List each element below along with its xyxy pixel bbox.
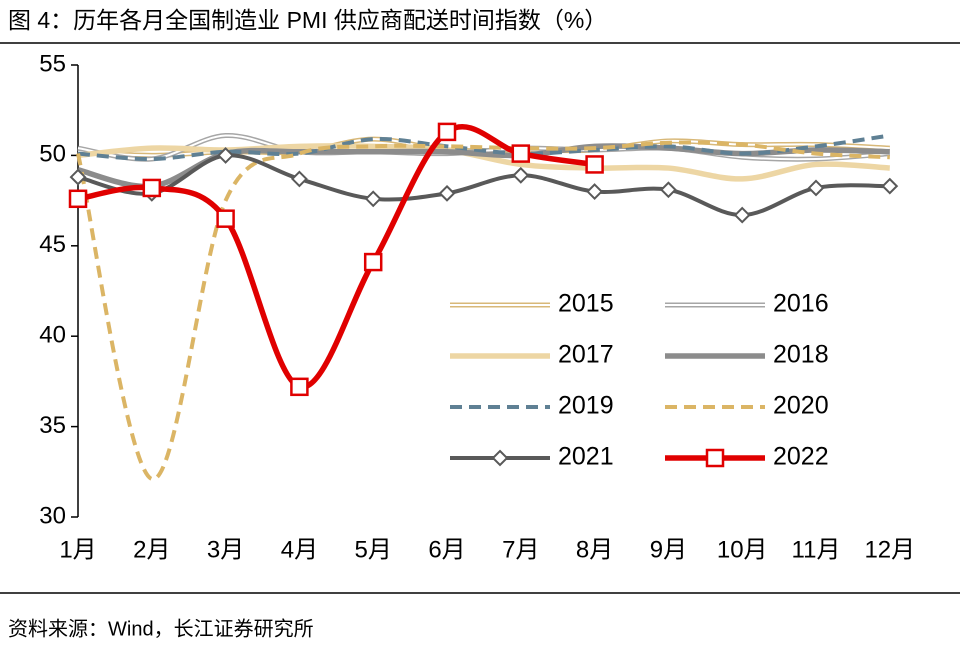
point-marker (585, 155, 604, 174)
point-marker (68, 189, 88, 209)
y-tick-label: 40 (39, 322, 66, 349)
point-marker (437, 122, 457, 142)
legend-label: 2019 (558, 392, 614, 420)
series-line (76, 140, 890, 482)
point-marker (586, 183, 604, 200)
x-tick-label: 1月 (59, 536, 96, 563)
y-tick-label: 50 (39, 141, 66, 168)
legend-label: 2018 (773, 341, 829, 369)
x-tick-label: 8月 (576, 536, 613, 563)
legend-label: 2015 (558, 290, 614, 318)
y-tick-label: 45 (39, 231, 66, 258)
y-tick-label: 55 (39, 50, 66, 77)
point-marker (364, 190, 382, 208)
point-marker (807, 179, 825, 197)
series-line (77, 143, 890, 182)
legend-label: 2022 (773, 443, 829, 471)
point-marker (69, 168, 87, 186)
x-tick-label: 5月 (355, 536, 392, 563)
point-marker (290, 170, 308, 188)
point-marker (290, 377, 309, 397)
legend-label: 2021 (558, 443, 614, 471)
point-marker (438, 184, 456, 202)
legend-marker (705, 448, 725, 468)
point-marker (659, 181, 677, 199)
source-note: 资料来源：Wind，长江证券研究所 (8, 617, 314, 640)
point-marker (733, 206, 751, 224)
point-marker (511, 144, 531, 163)
series-line (77, 123, 595, 390)
legend-label: 2020 (773, 392, 829, 420)
x-tick-label: 7月 (502, 536, 539, 563)
x-tick-label: 2月 (133, 536, 170, 563)
chart-title: 图 4：历年各月全国制造业 PMI 供应商配送时间指数（%） (8, 7, 607, 33)
legend-label: 2017 (558, 341, 614, 369)
x-tick-label: 3月 (207, 536, 244, 563)
series-line (77, 133, 891, 162)
x-tick-label: 11月 (792, 536, 841, 563)
y-tick-label: 35 (39, 412, 66, 439)
x-tick-label: 6月 (428, 536, 465, 563)
point-marker (142, 178, 162, 198)
point-marker (217, 146, 235, 164)
legend-marker (491, 449, 509, 467)
x-tick-label: 10月 (717, 536, 768, 563)
x-tick-label: 9月 (650, 536, 687, 563)
point-marker (512, 166, 530, 184)
point-marker (363, 252, 383, 272)
y-tick-label: 30 (39, 502, 66, 529)
x-tick-label: 12月 (864, 536, 915, 563)
x-tick-label: 4月 (281, 536, 318, 563)
point-marker (881, 177, 899, 195)
legend-label: 2016 (773, 290, 829, 318)
point-marker (216, 209, 235, 228)
series-line (77, 153, 890, 218)
